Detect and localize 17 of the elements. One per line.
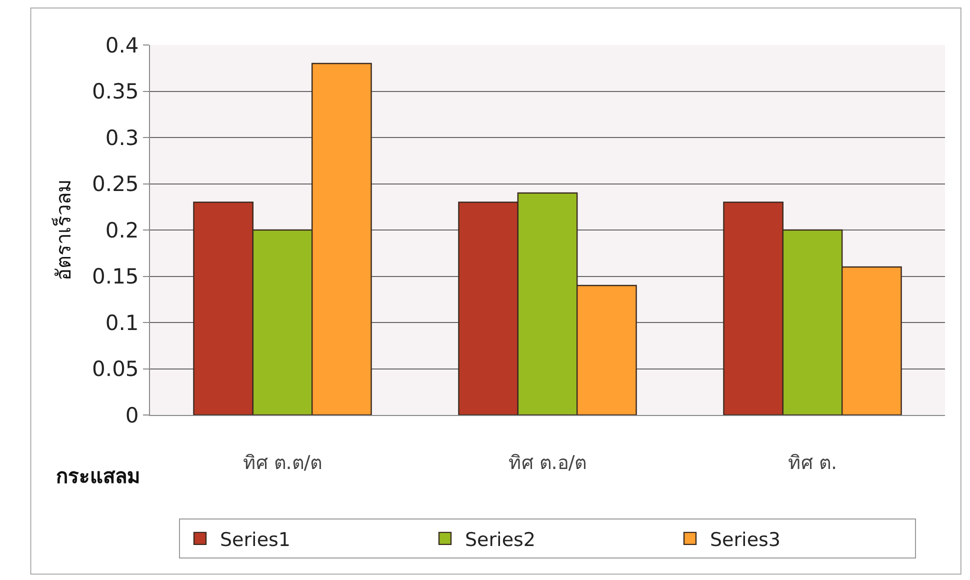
x-axis-title: กระแสลม bbox=[56, 464, 140, 488]
legend-label: Series2 bbox=[465, 528, 536, 551]
y-tick-label: 0 bbox=[125, 403, 139, 428]
y-tick-label: 0.2 bbox=[105, 218, 139, 242]
y-tick-label: 0.1 bbox=[105, 310, 139, 335]
y-tick-label: 0.35 bbox=[92, 80, 139, 104]
y-axis-title: อัตราเร็วลม bbox=[50, 180, 76, 280]
y-tick-label: 0.4 bbox=[105, 33, 139, 58]
legend-label: Series3 bbox=[710, 528, 781, 551]
x-tick-label: ทิศ ต. bbox=[788, 452, 838, 474]
y-tick-label: 0.15 bbox=[92, 264, 139, 289]
x-tick-label: ทิศ ต.ต/ต bbox=[242, 452, 322, 474]
y-tick-label: 0.25 bbox=[92, 172, 139, 196]
legend-label: Series1 bbox=[220, 528, 291, 551]
y-tick-label: 0.05 bbox=[92, 357, 139, 382]
x-tick-label: ทิศ ต.อ/ต bbox=[508, 452, 587, 474]
y-tick-label: 0.3 bbox=[105, 126, 139, 150]
